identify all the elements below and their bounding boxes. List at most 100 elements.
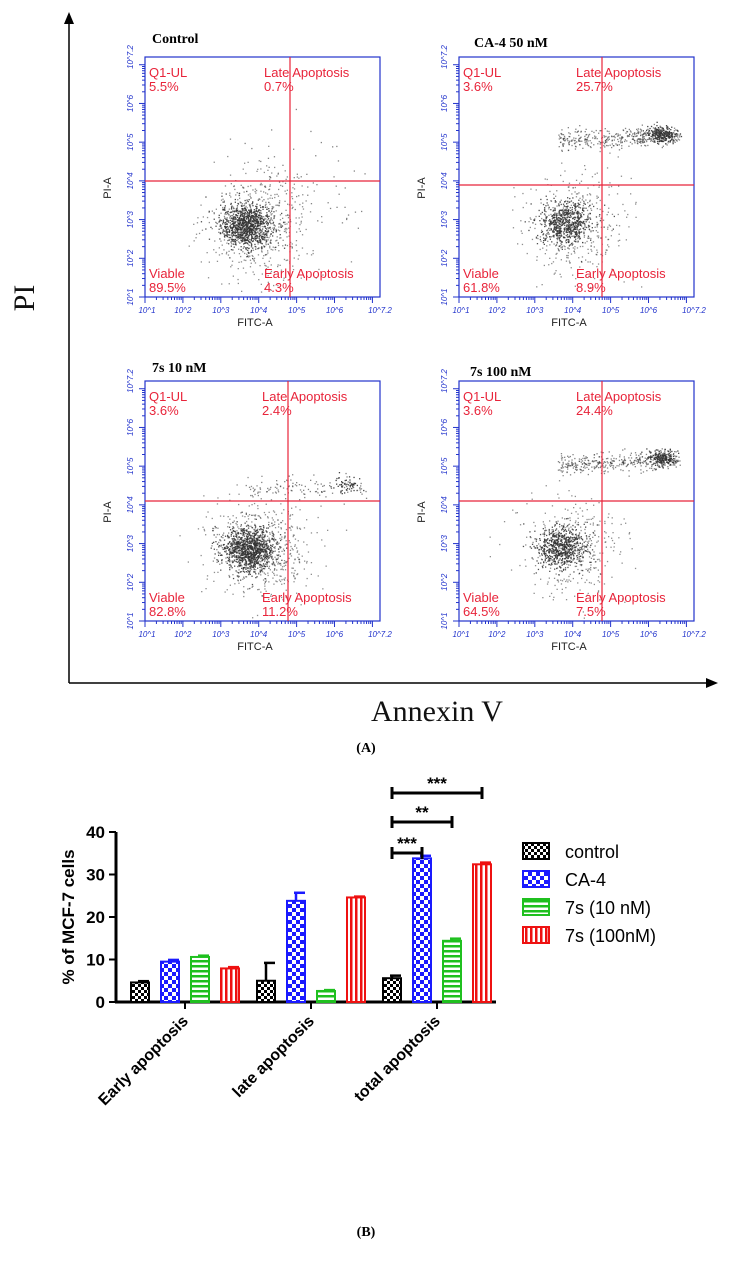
legend-item: CA-4 bbox=[522, 870, 606, 890]
flow-x-tick: 10^1 bbox=[138, 306, 155, 315]
flow-y-tick: 10^7.2 bbox=[440, 45, 449, 69]
flow-x-tick: 10^7.2 bbox=[368, 630, 392, 639]
flow-axis-ticks bbox=[139, 388, 373, 627]
bar bbox=[256, 979, 276, 1003]
flow-y-tick: 10^4 bbox=[126, 496, 135, 514]
flow-plot-frame bbox=[144, 56, 381, 298]
quadrant-value-lr: 11.2% bbox=[262, 604, 298, 619]
legend-label: CA-4 bbox=[565, 870, 606, 890]
legend-label: 7s (100nM) bbox=[565, 926, 656, 946]
bar bbox=[220, 967, 240, 1003]
flow-axis-ticks bbox=[453, 64, 687, 303]
quadrant-value-ll: 89.5% bbox=[149, 280, 186, 295]
panel-a-y-arrow bbox=[64, 12, 74, 24]
quadrant-value-ll: 82.8% bbox=[149, 604, 186, 619]
flow-x-tick: 10^6 bbox=[640, 306, 658, 315]
flow-y-tick: 10^3 bbox=[126, 534, 135, 552]
flow-y-tick: 10^1 bbox=[126, 288, 135, 305]
legend: control CA-4 7s (10 nM) 7s (100nM) bbox=[522, 842, 656, 946]
flow-x-tick: 10^7.2 bbox=[682, 630, 706, 639]
quadrant-label-lr: Early Apoptosis bbox=[576, 590, 666, 605]
quadrant-value-ur: 2.4% bbox=[262, 403, 292, 418]
significance-label: ** bbox=[415, 803, 429, 822]
quadrant-label-ul: Q1-UL bbox=[463, 389, 501, 404]
flow-y-tick: 10^1 bbox=[440, 612, 449, 629]
category-group bbox=[130, 954, 240, 1004]
flow-y-tick: 10^5 bbox=[440, 133, 449, 151]
flow-axis-ticks bbox=[139, 64, 373, 303]
panel-a-x-label: Annexin V bbox=[371, 695, 503, 728]
quadrant-label-lr: Early Apoptosis bbox=[264, 266, 354, 281]
flow-y-tick: 10^2 bbox=[440, 249, 449, 267]
significance-bracket: *** bbox=[390, 834, 424, 859]
flow-y-tick: 10^1 bbox=[126, 612, 135, 629]
flow-x-tick: 10^5 bbox=[288, 306, 306, 315]
significance-label: *** bbox=[397, 834, 417, 853]
flow-y-tick: 10^1 bbox=[440, 288, 449, 305]
flow-x-tick: 10^2 bbox=[488, 306, 506, 315]
flow-x-tick: 10^1 bbox=[138, 630, 155, 639]
quadrant-label-ur: Late Apoptosis bbox=[262, 389, 348, 404]
flow-axis-ticks bbox=[453, 388, 687, 627]
flow-y-tick: 10^3 bbox=[440, 210, 449, 228]
significance-bracket: *** bbox=[390, 774, 484, 799]
flow-y-tick: 10^5 bbox=[126, 133, 135, 151]
quadrant-value-ul: 3.6% bbox=[463, 79, 493, 94]
flow-x-tick: 10^4 bbox=[564, 306, 582, 315]
quadrant-label-ul: Q1-UL bbox=[149, 65, 187, 80]
flow-y-tick: 10^7.2 bbox=[126, 369, 135, 393]
y-axis-title: % of MCF-7 cells bbox=[59, 849, 78, 984]
flow-x-tick: 10^5 bbox=[602, 630, 620, 639]
flow-y-tick: 10^6 bbox=[440, 94, 449, 112]
quadrant-value-lr: 8.9% bbox=[576, 280, 606, 295]
y-tick-label: 0 bbox=[96, 993, 105, 1012]
flow-y-tick: 10^7.2 bbox=[440, 369, 449, 393]
quadrant-value-ur: 25.7% bbox=[576, 79, 613, 94]
quadrant-value-ul: 3.6% bbox=[463, 403, 493, 418]
flow-y-title: PI-A bbox=[102, 501, 114, 523]
flow-y-tick: 10^2 bbox=[126, 249, 135, 267]
flow-plot-title: CA-4 50 nM bbox=[474, 36, 548, 51]
legend-swatch bbox=[522, 926, 550, 944]
flow-x-tick: 10^2 bbox=[488, 630, 506, 639]
panel-a-y-label: PI bbox=[8, 285, 41, 312]
quadrant-label-ur: Late Apoptosis bbox=[576, 389, 662, 404]
flow-x-tick: 10^1 bbox=[452, 630, 469, 639]
flow-x-tick: 10^3 bbox=[526, 630, 544, 639]
legend-label: control bbox=[565, 842, 619, 862]
x-tick-label: total apoptosis bbox=[351, 1013, 444, 1106]
flow-plot-title: Control bbox=[152, 32, 199, 47]
quadrant-label-ul: Q1-UL bbox=[149, 389, 187, 404]
flow-y-tick: 10^4 bbox=[440, 172, 449, 190]
quadrant-label-ll: Viable bbox=[463, 266, 499, 281]
bar bbox=[472, 863, 492, 1003]
flow-x-tick: 10^6 bbox=[326, 630, 344, 639]
flow-x-tick: 10^6 bbox=[640, 630, 658, 639]
flow-x-tick: 10^2 bbox=[174, 630, 192, 639]
legend-item: control bbox=[522, 842, 619, 862]
bar bbox=[412, 857, 432, 1003]
panel-a-caption: (A) bbox=[356, 741, 376, 756]
bar bbox=[286, 899, 306, 1003]
flow-x-tick: 10^5 bbox=[288, 630, 306, 639]
flow-y-tick: 10^3 bbox=[440, 534, 449, 552]
flow-plot-title: 7s 10 nM bbox=[152, 361, 206, 376]
flow-y-title: PI-A bbox=[102, 177, 114, 199]
flow-y-title: PI-A bbox=[416, 177, 428, 199]
flow-y-tick: 10^3 bbox=[126, 210, 135, 228]
y-tick-label: 40 bbox=[86, 823, 105, 842]
legend-swatch bbox=[522, 842, 550, 860]
x-tick-label: late apoptosis bbox=[230, 1013, 318, 1101]
flow-y-title: PI-A bbox=[416, 501, 428, 523]
significance-bracket: ** bbox=[390, 803, 454, 828]
quadrant-label-ll: Viable bbox=[149, 590, 185, 605]
flow-dots bbox=[489, 448, 681, 619]
flow-x-tick: 10^4 bbox=[250, 630, 268, 639]
bar bbox=[442, 939, 462, 1003]
bar bbox=[382, 977, 402, 1004]
